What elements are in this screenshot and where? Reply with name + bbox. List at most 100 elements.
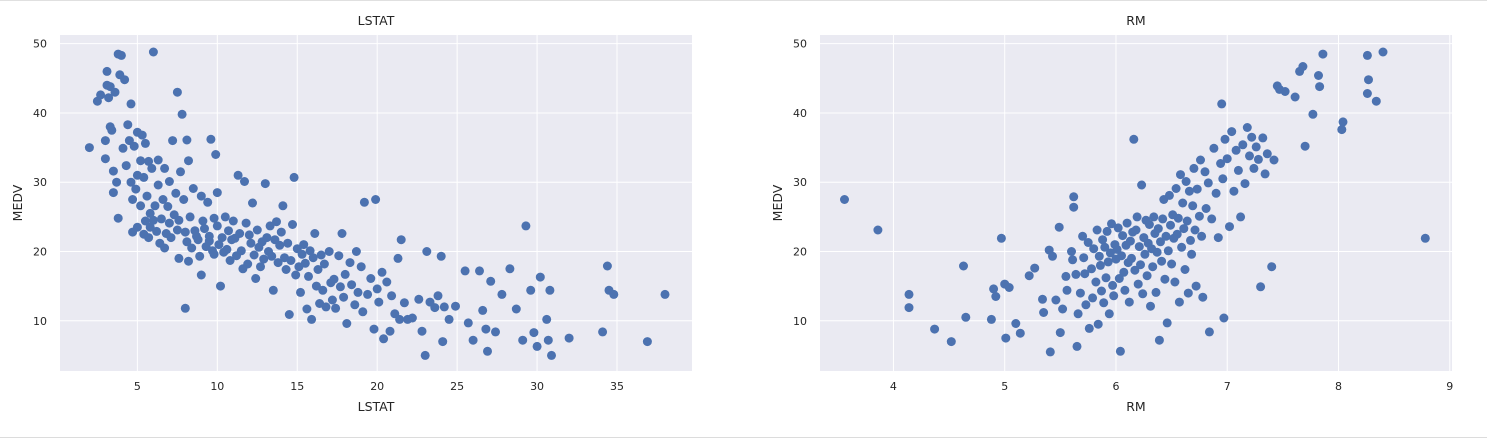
data-point xyxy=(1093,319,1103,329)
data-point xyxy=(1094,251,1104,261)
data-point xyxy=(211,150,221,159)
data-point xyxy=(1148,262,1158,272)
data-point xyxy=(136,156,146,166)
data-point xyxy=(840,195,849,204)
data-point xyxy=(1162,318,1172,328)
data-point xyxy=(104,93,114,103)
data-point xyxy=(1114,274,1124,283)
data-point xyxy=(288,220,297,229)
data-point xyxy=(1122,218,1132,228)
data-point xyxy=(1174,297,1184,307)
data-point xyxy=(1180,265,1190,274)
data-point xyxy=(273,258,283,268)
data-point xyxy=(1371,96,1381,106)
plot-area-rm xyxy=(820,35,1452,371)
data-point xyxy=(164,177,174,186)
x-tick-label: 9 xyxy=(1446,380,1453,393)
data-point xyxy=(1095,260,1105,270)
data-point xyxy=(1067,247,1076,256)
data-point xyxy=(331,303,341,313)
data-point xyxy=(497,289,507,299)
data-point xyxy=(126,99,136,109)
data-point xyxy=(319,259,329,269)
data-point xyxy=(275,240,285,250)
data-point xyxy=(1149,212,1159,222)
data-point xyxy=(1051,295,1061,305)
data-point xyxy=(1233,165,1243,175)
data-point xyxy=(256,262,265,272)
data-point xyxy=(1300,141,1310,151)
data-point xyxy=(153,155,163,165)
data-point xyxy=(1240,179,1250,189)
data-point xyxy=(140,138,150,148)
data-point xyxy=(1087,264,1096,274)
data-point xyxy=(1071,269,1081,279)
data-point xyxy=(284,310,294,319)
data-point xyxy=(475,266,484,276)
data-point xyxy=(212,188,222,198)
data-point xyxy=(1338,117,1348,127)
data-point xyxy=(337,229,347,238)
data-point xyxy=(1113,223,1123,233)
data-point xyxy=(1072,341,1082,351)
data-point xyxy=(1097,286,1106,296)
data-point xyxy=(334,251,344,261)
data-point xyxy=(339,292,349,302)
bottom-divider xyxy=(0,437,1487,438)
data-point xyxy=(243,259,253,269)
data-point xyxy=(249,250,259,260)
data-point xyxy=(1186,235,1195,245)
data-point xyxy=(176,167,185,177)
data-point xyxy=(1105,248,1115,258)
data-point xyxy=(313,265,323,274)
data-point xyxy=(1176,170,1185,180)
data-point xyxy=(225,256,235,265)
data-point xyxy=(126,177,136,187)
data-point xyxy=(241,218,251,228)
x-tick-label: 5 xyxy=(134,380,141,393)
data-point xyxy=(1061,271,1071,281)
data-point xyxy=(1178,198,1188,208)
data-point xyxy=(430,303,440,313)
data-point xyxy=(132,222,142,232)
x-tick-label: 10 xyxy=(210,380,224,393)
x-tick-label: 30 xyxy=(530,380,544,393)
data-point xyxy=(148,215,158,225)
data-point xyxy=(460,266,470,276)
data-point xyxy=(1247,132,1257,142)
x-tick-label: 6 xyxy=(1112,380,1119,393)
data-point xyxy=(1133,279,1143,289)
data-point xyxy=(532,341,542,351)
data-point xyxy=(184,256,193,266)
data-point xyxy=(1172,229,1182,239)
data-point xyxy=(1171,184,1181,193)
data-point xyxy=(1058,304,1068,314)
data-point xyxy=(1153,224,1163,234)
data-point xyxy=(1011,319,1021,328)
data-point xyxy=(108,166,118,176)
data-point xyxy=(1146,301,1155,311)
data-point xyxy=(345,258,355,268)
data-point xyxy=(300,258,310,268)
data-point xyxy=(1236,212,1246,222)
data-point xyxy=(228,216,238,226)
data-point xyxy=(1337,125,1347,135)
data-point xyxy=(1084,323,1094,333)
data-point xyxy=(1024,271,1034,281)
data-point xyxy=(1182,216,1192,226)
data-point xyxy=(904,289,914,299)
data-point xyxy=(185,212,195,222)
data-point xyxy=(1117,251,1126,261)
data-point xyxy=(481,324,491,334)
data-point xyxy=(350,300,360,310)
data-point xyxy=(1073,309,1083,319)
data-point xyxy=(1136,260,1145,270)
data-point xyxy=(385,326,395,336)
data-point xyxy=(353,287,363,297)
data-point xyxy=(222,244,232,254)
data-point xyxy=(598,327,608,337)
data-point xyxy=(1192,184,1202,194)
data-point xyxy=(174,253,184,263)
data-point xyxy=(1137,180,1147,190)
